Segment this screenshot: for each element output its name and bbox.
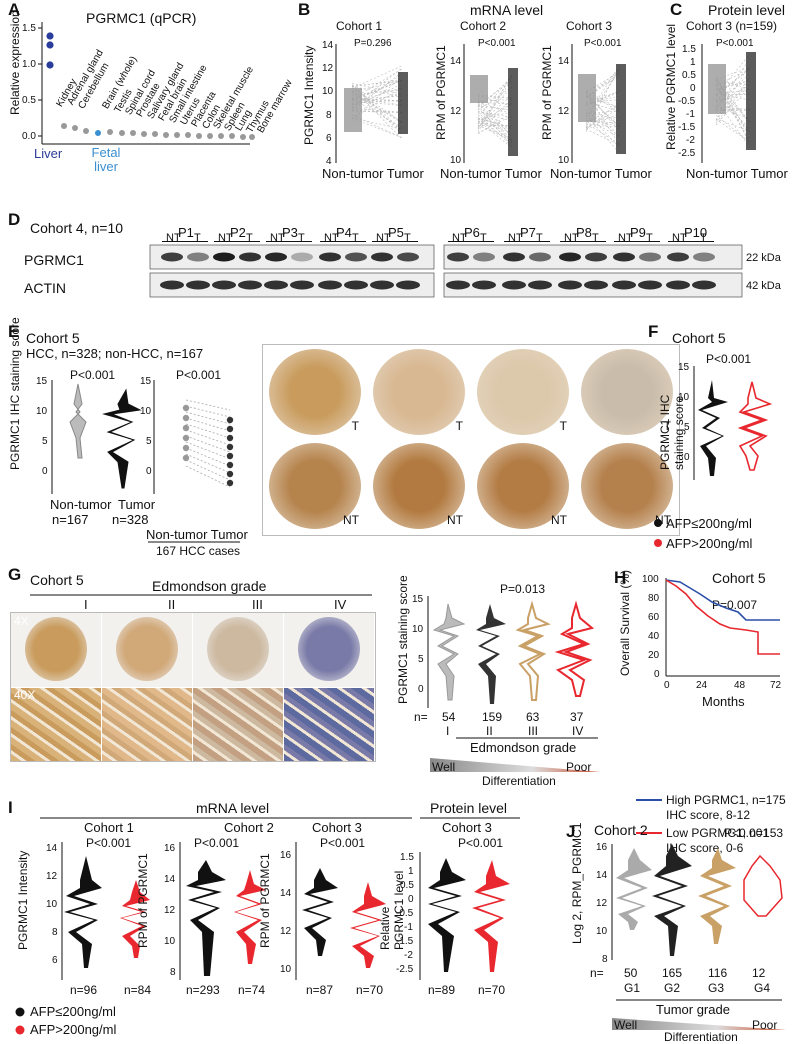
j-g: G1 bbox=[624, 981, 640, 995]
j-g: G3 bbox=[708, 981, 724, 995]
j-g: G4 bbox=[754, 981, 770, 995]
j-tick: 12 bbox=[596, 898, 607, 909]
j-n-label: n= bbox=[590, 966, 604, 980]
j-tick: 10 bbox=[596, 926, 607, 937]
j-well: Well bbox=[614, 1018, 637, 1032]
j-tick: 8 bbox=[602, 954, 608, 965]
j-n: 12 bbox=[752, 966, 765, 980]
j-n: 165 bbox=[662, 966, 682, 980]
j-n: 116 bbox=[708, 966, 727, 980]
j-tick: 16 bbox=[596, 842, 607, 853]
j-grade: Tumor grade bbox=[656, 1002, 730, 1017]
j-tick: 14 bbox=[596, 870, 607, 881]
j-n: 50 bbox=[624, 966, 637, 980]
j-g: G2 bbox=[664, 981, 680, 995]
j-poor: Poor bbox=[752, 1018, 777, 1032]
